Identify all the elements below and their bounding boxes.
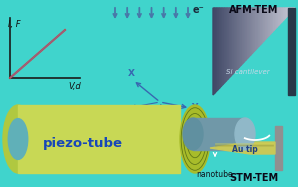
Text: piezo-tube: piezo-tube bbox=[43, 137, 123, 149]
Polygon shape bbox=[267, 8, 269, 38]
Text: Z: Z bbox=[167, 120, 173, 129]
Polygon shape bbox=[279, 8, 280, 25]
Polygon shape bbox=[223, 8, 224, 85]
Polygon shape bbox=[233, 8, 234, 74]
Polygon shape bbox=[274, 8, 275, 31]
Text: Y: Y bbox=[191, 103, 197, 112]
Polygon shape bbox=[243, 8, 244, 64]
Polygon shape bbox=[275, 8, 277, 29]
Polygon shape bbox=[272, 8, 274, 32]
Polygon shape bbox=[285, 8, 287, 19]
Polygon shape bbox=[215, 8, 216, 93]
Polygon shape bbox=[224, 8, 226, 83]
Polygon shape bbox=[218, 8, 220, 90]
Ellipse shape bbox=[3, 105, 33, 173]
Polygon shape bbox=[270, 8, 272, 34]
Polygon shape bbox=[282, 8, 283, 22]
Polygon shape bbox=[290, 8, 292, 13]
Polygon shape bbox=[277, 8, 279, 27]
Ellipse shape bbox=[180, 105, 210, 173]
Text: X: X bbox=[128, 69, 135, 78]
Text: AFM-TEM: AFM-TEM bbox=[229, 5, 279, 15]
Ellipse shape bbox=[8, 119, 28, 159]
Ellipse shape bbox=[183, 118, 203, 150]
Polygon shape bbox=[247, 8, 249, 59]
Bar bbox=[275, 126, 282, 170]
Polygon shape bbox=[229, 8, 231, 78]
Polygon shape bbox=[293, 8, 295, 10]
Polygon shape bbox=[216, 8, 218, 91]
Polygon shape bbox=[249, 8, 251, 57]
Polygon shape bbox=[257, 8, 259, 48]
Polygon shape bbox=[234, 8, 236, 72]
Polygon shape bbox=[283, 8, 285, 20]
Polygon shape bbox=[236, 8, 238, 71]
Polygon shape bbox=[231, 8, 233, 76]
Text: Au tip: Au tip bbox=[232, 145, 258, 154]
Polygon shape bbox=[256, 8, 257, 50]
Text: I, F: I, F bbox=[8, 20, 21, 29]
Polygon shape bbox=[266, 8, 267, 39]
Polygon shape bbox=[264, 8, 266, 41]
Bar bbox=[18, 105, 180, 173]
Polygon shape bbox=[238, 8, 239, 69]
Text: nanotube: nanotube bbox=[197, 170, 233, 179]
Polygon shape bbox=[213, 8, 215, 95]
Bar bbox=[288, 8, 295, 95]
Polygon shape bbox=[246, 8, 247, 60]
Polygon shape bbox=[292, 8, 293, 11]
Polygon shape bbox=[262, 8, 264, 43]
Polygon shape bbox=[239, 8, 241, 67]
Polygon shape bbox=[269, 8, 270, 36]
Polygon shape bbox=[287, 8, 288, 17]
Polygon shape bbox=[260, 8, 262, 45]
Polygon shape bbox=[241, 8, 243, 65]
Polygon shape bbox=[280, 8, 282, 24]
Polygon shape bbox=[244, 8, 246, 62]
Polygon shape bbox=[228, 8, 229, 79]
Polygon shape bbox=[210, 142, 275, 154]
Polygon shape bbox=[226, 8, 228, 81]
Ellipse shape bbox=[235, 118, 255, 150]
Polygon shape bbox=[220, 8, 221, 88]
Text: Si cantilever: Si cantilever bbox=[226, 69, 270, 75]
Bar bbox=[193, 118, 245, 150]
Text: e⁻: e⁻ bbox=[193, 5, 205, 15]
Polygon shape bbox=[254, 8, 256, 51]
Polygon shape bbox=[252, 8, 254, 53]
Polygon shape bbox=[221, 8, 223, 86]
Polygon shape bbox=[251, 8, 252, 55]
Polygon shape bbox=[288, 8, 290, 15]
Text: STM-TEM: STM-TEM bbox=[229, 173, 279, 183]
Polygon shape bbox=[259, 8, 260, 46]
Text: V,d: V,d bbox=[68, 82, 81, 91]
